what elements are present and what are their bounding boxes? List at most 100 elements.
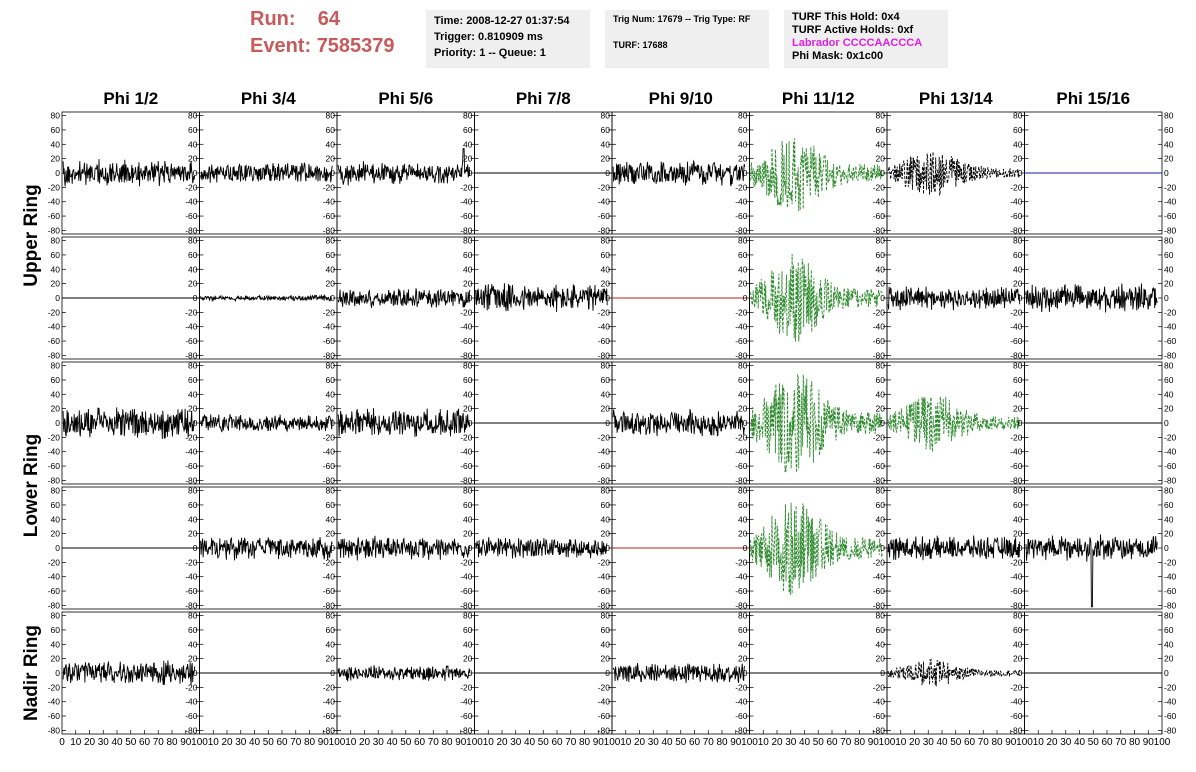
y-tick-label: -20 [873, 682, 886, 692]
y-tick-label: 80 [51, 236, 61, 246]
y-tick-label: 60 [738, 125, 748, 135]
y-tick-label: 60 [738, 250, 748, 260]
y-tick-label: -20 [323, 182, 336, 192]
y-tick-label: -60 [1010, 461, 1023, 471]
y-tick-label: -20 [185, 307, 198, 317]
x-tick-label: 60 [139, 737, 151, 748]
x-tick-label: 70 [703, 737, 715, 748]
x-tick-label: 30 [923, 737, 935, 748]
y-tick-label: 80 [1164, 236, 1174, 246]
x-tick-label: 80 [991, 737, 1003, 748]
run-label: Run: [250, 8, 296, 30]
x-tick-label: 30 [98, 737, 110, 748]
column-header: Phi 13/14 [919, 89, 993, 108]
y-tick-label: -20 [598, 682, 611, 692]
y-tick-label: 80 [188, 111, 198, 121]
y-tick-label: 0 [330, 668, 335, 678]
y-tick-label: 20 [876, 279, 886, 289]
x-tick-label: 80 [579, 737, 591, 748]
y-tick-label: 0 [743, 543, 748, 553]
x-tick-label: 70 [428, 737, 440, 748]
y-tick-label: 60 [1164, 625, 1174, 635]
y-tick-label: 60 [326, 375, 336, 385]
x-tick-label: 90 [593, 737, 605, 748]
x-tick-label: 100 [604, 737, 621, 748]
y-tick-label: 60 [876, 125, 886, 135]
trigger-text: Trigger: 0.810909 ms [434, 31, 543, 43]
y-tick-label: -40 [1164, 447, 1177, 457]
y-tick-label: -60 [1010, 336, 1023, 346]
waveform-trace [475, 537, 608, 559]
y-tick-label: 20 [876, 404, 886, 414]
y-tick-label: 0 [55, 168, 60, 178]
y-tick-label: 80 [876, 361, 886, 371]
labrador-text: Labrador CCCCAACCCA [792, 37, 923, 49]
y-tick-label: 0 [330, 543, 335, 553]
x-tick-label: 70 [1115, 737, 1127, 748]
y-tick-label: 20 [463, 154, 473, 164]
x-tick-label: 40 [524, 737, 536, 748]
y-tick-label: 40 [601, 514, 611, 524]
waveform-trace [62, 159, 196, 187]
waveform-trace [337, 665, 471, 682]
y-tick-label: -60 [48, 711, 61, 721]
y-tick-label: -40 [598, 197, 611, 207]
y-tick-label: 0 [743, 168, 748, 178]
x-tick-label: 20 [84, 737, 96, 748]
y-tick-label: 80 [188, 236, 198, 246]
y-tick-label: -40 [873, 447, 886, 457]
y-tick-label: 20 [188, 654, 198, 664]
y-tick-label: -80 [323, 225, 336, 235]
y-tick-label: -80 [598, 475, 611, 485]
x-tick-label: 40 [249, 737, 261, 748]
y-tick-label: 0 [330, 418, 335, 428]
y-tick-label: 20 [1164, 154, 1174, 164]
y-tick-label: -60 [323, 336, 336, 346]
y-tick-label: 60 [1013, 375, 1023, 385]
y-tick-label: -40 [873, 697, 886, 707]
trig-info-box: Trig Num: 17679 -- Trig Type: RF TURF: 1… [605, 10, 769, 68]
y-tick-label: 80 [876, 611, 886, 621]
y-tick-label: 20 [463, 279, 473, 289]
y-tick-label: -20 [48, 557, 61, 567]
ring-label: Lower Ring [21, 434, 42, 537]
x-tick-label: 50 [1088, 737, 1100, 748]
y-tick-label: 20 [188, 404, 198, 414]
y-tick-label: -60 [1164, 211, 1177, 221]
y-tick-label: -40 [48, 197, 61, 207]
y-tick-label: -20 [598, 432, 611, 442]
y-tick-label: 80 [51, 111, 61, 121]
y-tick-label: -20 [1164, 432, 1177, 442]
y-tick-label: -40 [873, 572, 886, 582]
y-tick-label: -60 [323, 586, 336, 596]
y-tick-label: 60 [601, 250, 611, 260]
y-tick-label: 80 [876, 236, 886, 246]
y-tick-label: 20 [601, 154, 611, 164]
y-tick-label: 0 [1018, 543, 1023, 553]
x-tick-label: 80 [854, 737, 866, 748]
x-tick-label: 10 [1033, 737, 1045, 748]
y-tick-label: -20 [735, 682, 748, 692]
y-tick-label: -80 [1010, 725, 1023, 735]
y-tick-label: -40 [185, 697, 198, 707]
y-tick-label: 80 [601, 611, 611, 621]
y-tick-label: -60 [598, 711, 611, 721]
x-tick-label: 10 [895, 737, 907, 748]
run-value: 64 [317, 8, 341, 30]
y-tick-label: -80 [185, 725, 198, 735]
y-tick-label: -60 [185, 336, 198, 346]
y-tick-label: 20 [463, 529, 473, 539]
y-tick-label: -20 [1164, 307, 1177, 317]
waveform-trace [612, 663, 746, 683]
y-tick-label: -20 [1010, 682, 1023, 692]
y-tick-label: 60 [1164, 375, 1174, 385]
y-tick-label: 80 [51, 486, 61, 496]
waveform-trace [1025, 283, 1158, 313]
y-tick-label: 20 [51, 404, 61, 414]
y-tick-label: 60 [1013, 125, 1023, 135]
y-tick-label: 60 [51, 500, 61, 510]
turf-info-box: TURF This Hold: 0x4 TURF Active Holds: 0… [784, 10, 948, 68]
y-tick-label: -60 [460, 586, 473, 596]
y-tick-label: 60 [876, 250, 886, 260]
